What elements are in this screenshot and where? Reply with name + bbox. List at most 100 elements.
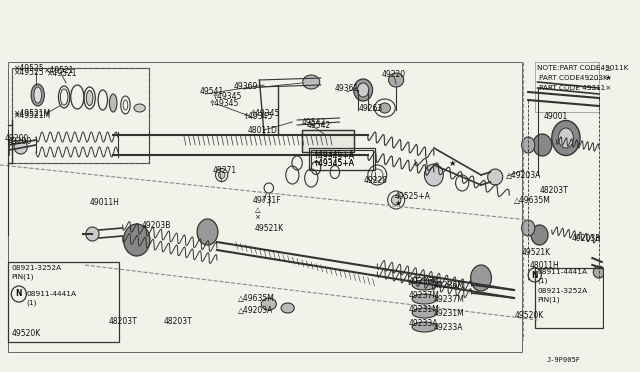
Text: 49203B: 49203B <box>572 234 601 243</box>
Text: 49520K: 49520K <box>515 311 544 321</box>
Bar <box>12 68 149 163</box>
Bar <box>535 62 599 112</box>
Text: ....... ×: ....... × <box>585 85 611 91</box>
Ellipse shape <box>558 128 573 148</box>
Text: △: △ <box>255 207 260 213</box>
Ellipse shape <box>109 94 117 112</box>
Text: 49541: 49541 <box>200 87 224 96</box>
Ellipse shape <box>522 220 535 236</box>
Text: 08911-4441A: 08911-4441A <box>538 269 588 275</box>
Text: ☦49345: ☦49345 <box>250 109 279 118</box>
Circle shape <box>488 169 503 185</box>
Text: 49263: 49263 <box>358 103 383 112</box>
Text: (1): (1) <box>538 278 548 284</box>
Text: 49542: 49542 <box>307 121 331 129</box>
Text: 48011D: 48011D <box>248 125 278 135</box>
Ellipse shape <box>86 90 93 106</box>
Ellipse shape <box>261 298 276 310</box>
Ellipse shape <box>533 134 552 156</box>
Text: 49200: 49200 <box>8 137 32 145</box>
Ellipse shape <box>281 303 294 313</box>
Text: PART CODE49203K: PART CODE49203K <box>539 75 607 81</box>
Ellipse shape <box>531 225 548 245</box>
Ellipse shape <box>424 164 444 186</box>
Text: 08911-4441A: 08911-4441A <box>26 291 76 297</box>
Text: PART CODE 49311: PART CODE 49311 <box>539 85 605 91</box>
Text: ☦49345: ☦49345 <box>212 92 241 100</box>
Text: 08921-3252A: 08921-3252A <box>538 288 588 294</box>
Ellipse shape <box>522 137 535 153</box>
Text: 49731F: 49731F <box>253 196 282 205</box>
Bar <box>12 68 149 163</box>
Ellipse shape <box>379 103 390 113</box>
Text: 49011H: 49011H <box>90 198 120 206</box>
Text: 49203B: 49203B <box>141 221 171 230</box>
Text: ....... △: ....... △ <box>585 65 611 71</box>
Text: ×49521: ×49521 <box>47 68 77 77</box>
Ellipse shape <box>34 87 42 103</box>
Ellipse shape <box>124 224 150 256</box>
Bar <box>302 130 354 152</box>
Text: 49521K: 49521K <box>255 224 284 232</box>
Text: ×49521M: ×49521M <box>14 110 51 119</box>
Text: 48203T: 48203T <box>540 186 568 195</box>
Bar <box>8 262 119 342</box>
Text: (1): (1) <box>26 300 37 306</box>
Ellipse shape <box>388 73 404 87</box>
Text: △49203A: △49203A <box>237 305 273 314</box>
Text: △49635M: △49635M <box>514 196 551 205</box>
Ellipse shape <box>392 195 401 205</box>
Text: NOTE:PART CODE49011K: NOTE:PART CODE49011K <box>537 65 628 71</box>
Text: 49271: 49271 <box>212 166 236 174</box>
Text: 48203T: 48203T <box>164 317 193 327</box>
Text: ☦49345: ☦49345 <box>209 99 239 108</box>
Text: ....... ★: ....... ★ <box>585 75 612 81</box>
Text: 49236M: 49236M <box>434 280 465 289</box>
Bar <box>535 268 603 328</box>
Text: 49520K: 49520K <box>12 330 40 339</box>
Text: 49233A: 49233A <box>408 320 438 328</box>
Text: ☦49345+A: ☦49345+A <box>313 150 354 158</box>
Text: ★: ★ <box>448 158 456 167</box>
Text: 49231M: 49231M <box>408 305 439 314</box>
Text: 49542: 49542 <box>302 118 326 126</box>
Bar <box>311 150 372 170</box>
Text: ×49521: ×49521 <box>44 65 75 74</box>
Text: 49361: 49361 <box>335 83 359 93</box>
Text: 49231M: 49231M <box>434 308 465 317</box>
Ellipse shape <box>354 79 372 101</box>
Text: △49203A: △49203A <box>506 170 541 180</box>
Ellipse shape <box>303 75 320 89</box>
Text: 49233A: 49233A <box>434 323 463 331</box>
Bar <box>8 62 522 352</box>
Ellipse shape <box>134 104 145 112</box>
Text: PIN(1): PIN(1) <box>538 297 560 303</box>
Text: ☦49345+A: ☦49345+A <box>313 158 354 167</box>
Ellipse shape <box>197 219 218 245</box>
Text: N: N <box>15 289 22 298</box>
Text: 08921-3252A: 08921-3252A <box>12 265 61 271</box>
Text: ★: ★ <box>394 199 401 208</box>
Ellipse shape <box>412 308 436 318</box>
Bar <box>302 130 354 152</box>
Text: ×49521M: ×49521M <box>14 109 51 118</box>
Text: 49220: 49220 <box>382 70 406 78</box>
Circle shape <box>14 140 28 154</box>
Text: 49369: 49369 <box>234 81 259 90</box>
Text: 48011H: 48011H <box>530 260 560 269</box>
Ellipse shape <box>412 322 436 332</box>
Text: J-9P005F: J-9P005F <box>547 357 581 363</box>
Text: 49237M: 49237M <box>408 292 439 301</box>
Ellipse shape <box>470 265 492 291</box>
Text: 49200: 49200 <box>4 134 29 142</box>
Text: ☦49345+A: ☦49345+A <box>313 158 354 167</box>
Text: ☦49345+A: ☦49345+A <box>313 151 354 160</box>
Text: N: N <box>532 270 538 279</box>
Text: 49236M: 49236M <box>408 278 439 286</box>
Text: ×: × <box>255 214 260 220</box>
Ellipse shape <box>31 84 44 106</box>
Ellipse shape <box>218 171 225 179</box>
Text: 49228: 49228 <box>363 176 387 185</box>
Text: ×49525: ×49525 <box>14 67 45 77</box>
Text: ☦49345: ☦49345 <box>243 112 273 121</box>
